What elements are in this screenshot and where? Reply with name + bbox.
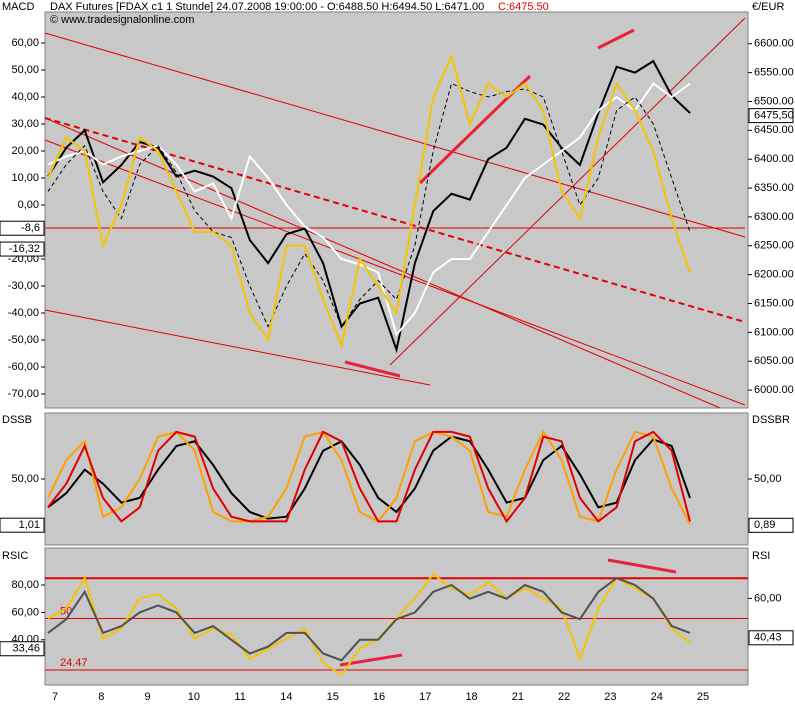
arrow: [607, 558, 677, 574]
y-tick-label: 60,00: [11, 37, 39, 49]
x-tick-label: 15: [327, 691, 339, 703]
y2-tick-label: 6300.00: [754, 211, 794, 223]
value-tag: [0, 220, 45, 236]
value-tag: [748, 517, 794, 533]
y-tick-label: 0,00: [18, 199, 39, 211]
unit: €/EUR: [752, 1, 784, 13]
y2-tick-label: 6600.00: [754, 38, 794, 50]
value-tag: [0, 641, 45, 657]
y-tick-label: 20,00: [11, 145, 39, 157]
x-tick-label: 25: [697, 691, 709, 703]
series-line: [47, 53, 691, 349]
y-tick-label: 80,00: [11, 579, 39, 591]
y-tick-label: 40,00: [11, 91, 39, 103]
y2-tick-label: 6200.00: [754, 269, 794, 281]
y-tick-label: 30,00: [11, 118, 39, 130]
x-tick-label: 24: [651, 691, 663, 703]
price-panel: [44, 11, 749, 409]
trend-line: [389, 17, 746, 366]
source: © www.tradesignalonline.com: [50, 14, 194, 26]
y2-tick-label: 6500.00: [754, 95, 794, 107]
y-tick-label: -50,00: [8, 334, 39, 346]
x-tick-label: 8: [98, 691, 104, 703]
indicator-name: RSIC: [2, 550, 28, 562]
indicator-name: DSSBR: [752, 414, 790, 426]
value-tag-label: 6475,50: [754, 110, 794, 122]
value-tag-label: -16,32: [9, 243, 40, 255]
y-tick-label: -60,00: [8, 361, 39, 373]
series-line: [47, 82, 691, 337]
rsi-panel: [44, 547, 749, 686]
y-tick-label: 50,00: [11, 473, 39, 485]
trend-line: [44, 309, 431, 386]
indicator-name: RSI: [752, 550, 770, 562]
y-tick-label: -40,00: [8, 307, 39, 319]
y2-tick-label: 6150.00: [754, 297, 794, 309]
level-label: 24.47: [60, 657, 88, 669]
value-tag-label: -8,6: [21, 222, 40, 234]
y-tick-label: -70,00: [8, 388, 39, 400]
chart-title: DAX Futures [FDAX c1 1 Stunde] 24.07.200…: [50, 1, 484, 13]
x-tick-label: 18: [465, 691, 477, 703]
y2-tick-label: 6450.00: [754, 124, 794, 136]
trend-line: [44, 32, 746, 238]
indicator-name: DSSB: [2, 414, 32, 426]
x-tick-label: 17: [419, 691, 431, 703]
x-tick-label: 11: [234, 691, 245, 703]
value-tag: [0, 241, 45, 257]
series-line: [47, 435, 691, 520]
y2-tick-label: 6550.00: [754, 67, 794, 79]
x-tick-label: 16: [373, 691, 385, 703]
y-tick-label: 50,00: [11, 64, 39, 76]
x-tick-label: 14: [280, 691, 292, 703]
value-tag-label: 40,43: [754, 632, 782, 644]
arrow: [344, 360, 401, 378]
y-tick-label: 10,00: [11, 172, 39, 184]
arrow: [597, 28, 635, 50]
x-tick-label: 7: [52, 691, 58, 703]
y2-tick-label: 6050.00: [754, 355, 794, 367]
dssb-panel: [44, 412, 749, 546]
y2-tick-label: 6100.00: [754, 326, 794, 338]
close-label: C:6475.50: [498, 1, 549, 13]
series-line: [47, 576, 691, 662]
y2-tick-label: 6400.00: [754, 153, 794, 165]
value-tag-label: 33,46: [12, 643, 40, 655]
trend-line: [44, 117, 721, 409]
value-tag: [748, 630, 794, 646]
y-tick-label: 60,00: [11, 606, 39, 618]
series-line: [47, 572, 691, 677]
series-line: [47, 430, 691, 524]
x-tick-label: 21: [512, 691, 524, 703]
value-tag: [748, 108, 794, 124]
series-line: [47, 429, 691, 525]
y-tick-label: -30,00: [8, 280, 39, 292]
trend-lines: [44, 17, 746, 409]
trend-line: [44, 139, 746, 406]
value-tag: [0, 517, 45, 533]
value-tag-label: 1,01: [19, 519, 40, 531]
x-tick-label: 10: [188, 691, 200, 703]
indicator-name: MACD: [2, 1, 34, 13]
y2-tick-label: 50,00: [754, 473, 782, 485]
y2-tick-label: 6350.00: [754, 182, 794, 194]
value-tag-label: 0,89: [754, 519, 775, 531]
y2-tick-label: 6250.00: [754, 240, 794, 252]
y2-tick-label: 60,00: [754, 592, 782, 604]
x-tick-label: 23: [604, 691, 616, 703]
y2-tick-label: 6000.00: [754, 384, 794, 396]
x-tick-label: 9: [145, 691, 151, 703]
x-tick-label: 22: [558, 691, 570, 703]
